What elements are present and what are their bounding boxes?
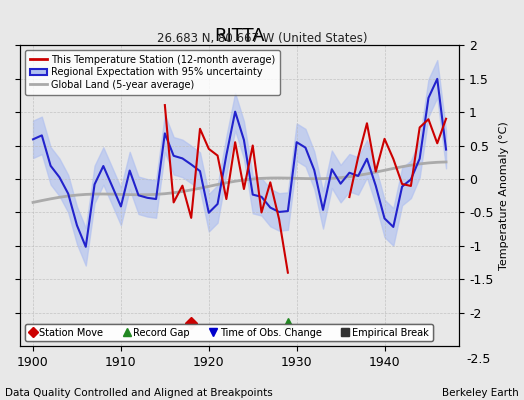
Text: Berkeley Earth: Berkeley Earth bbox=[442, 388, 519, 398]
Legend: Station Move, Record Gap, Time of Obs. Change, Empirical Break: Station Move, Record Gap, Time of Obs. C… bbox=[25, 324, 433, 342]
Title: RITTA: RITTA bbox=[214, 27, 265, 45]
Text: 26.683 N, 80.667 W (United States): 26.683 N, 80.667 W (United States) bbox=[157, 32, 367, 45]
Text: Data Quality Controlled and Aligned at Breakpoints: Data Quality Controlled and Aligned at B… bbox=[5, 388, 273, 398]
Y-axis label: Temperature Anomaly (°C): Temperature Anomaly (°C) bbox=[499, 121, 509, 270]
Text: -2.5: -2.5 bbox=[466, 353, 490, 366]
